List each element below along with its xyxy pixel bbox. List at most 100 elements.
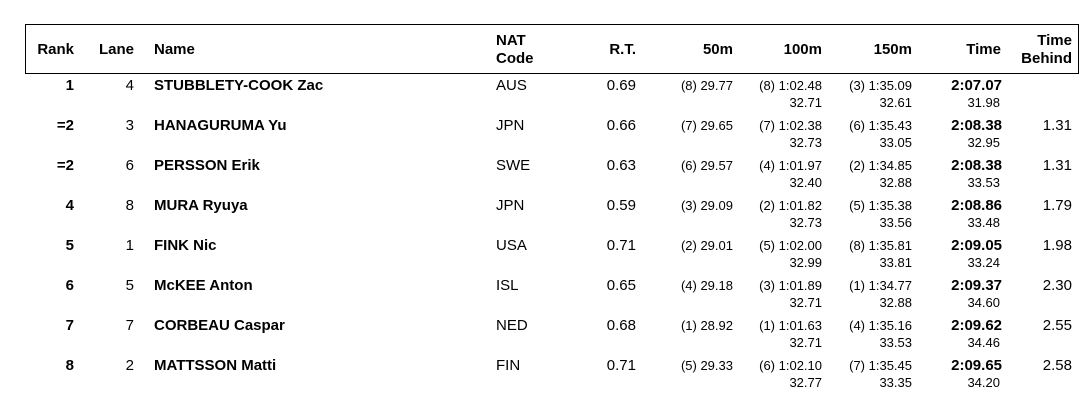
rank-cell: 5 — [65, 237, 74, 254]
s100-cell: (4) 1:01.97 — [759, 158, 822, 173]
s150-cell: (3) 1:35.09 — [849, 78, 912, 93]
s150-cell: (8) 1:35.81 — [849, 238, 912, 253]
s150-split-cell: 33.81 — [879, 255, 912, 270]
header-150m: 150m — [873, 41, 912, 58]
behind-cell: 1.98 — [1042, 237, 1072, 254]
rt-cell: 0.71 — [606, 357, 636, 374]
rt-cell: 0.71 — [606, 237, 636, 254]
name-cell: HANAGURUMA Yu — [154, 117, 287, 134]
time-cell: 2:09.62 — [951, 317, 1002, 334]
time-split-cell: 34.46 — [967, 335, 1000, 350]
header-rank: Rank — [37, 41, 74, 58]
time-split-cell: 34.60 — [967, 295, 1000, 310]
behind-cell: 1.31 — [1042, 117, 1072, 134]
s100-cell: (7) 1:02.38 — [759, 118, 822, 133]
header-behind: Time — [1037, 32, 1072, 49]
behind-cell: 2.30 — [1042, 277, 1072, 294]
name-cell: MURA Ryuya — [154, 197, 248, 214]
s150-split-cell: 33.05 — [879, 135, 912, 150]
s150-split-cell: 32.61 — [879, 95, 912, 110]
lane-cell: 2 — [125, 357, 134, 374]
time-cell: 2:08.38 — [951, 117, 1002, 134]
s150-cell: (1) 1:34.77 — [849, 278, 912, 293]
nat-cell: SWE — [496, 157, 531, 174]
header-50m: 50m — [702, 41, 733, 58]
s100-split-cell: 32.40 — [789, 175, 822, 190]
s100-cell: (2) 1:01.82 — [759, 198, 822, 213]
time-cell: 2:09.37 — [951, 277, 1002, 294]
nat-cell: FIN — [496, 357, 521, 374]
s150-split-cell: 32.88 — [879, 295, 912, 310]
s150-cell: (4) 1:35.16 — [849, 318, 912, 333]
s100-split-cell: 32.71 — [789, 95, 822, 110]
nat-cell: USA — [496, 237, 527, 254]
time-cell: 2:09.05 — [951, 237, 1002, 254]
s50-cell: (1) 28.92 — [680, 318, 733, 333]
time-cell: 2:07.07 — [951, 77, 1002, 94]
lane-cell: 5 — [125, 277, 134, 294]
s50-cell: (8) 29.77 — [680, 78, 733, 93]
behind-cell: 2.58 — [1042, 357, 1072, 374]
time-split-cell: 33.53 — [967, 175, 1000, 190]
s150-cell: (6) 1:35.43 — [849, 118, 912, 133]
rt-cell: 0.59 — [606, 197, 636, 214]
s100-cell: (6) 1:02.10 — [759, 358, 822, 373]
s100-split-cell: 32.71 — [789, 335, 822, 350]
s50-cell: (6) 29.57 — [680, 158, 733, 173]
name-cell: MATTSSON Matti — [154, 357, 277, 374]
s150-split-cell: 33.35 — [879, 375, 912, 390]
s50-cell: (2) 29.01 — [680, 238, 733, 253]
s100-cell: (5) 1:02.00 — [759, 238, 822, 253]
s50-cell: (5) 29.33 — [680, 358, 733, 373]
time-cell: 2:09.65 — [951, 357, 1002, 374]
s50-cell: (3) 29.09 — [680, 198, 733, 213]
header-rt: R.T. — [609, 41, 636, 58]
header-nat: NAT — [496, 32, 526, 49]
s100-split-cell: 32.71 — [789, 295, 822, 310]
time-split-cell: 31.98 — [967, 95, 1000, 110]
nat-cell: NED — [496, 317, 528, 334]
s100-cell: (1) 1:01.63 — [759, 318, 822, 333]
header-nat: Code — [496, 50, 534, 67]
rank-cell: 6 — [65, 277, 74, 294]
time-split-cell: 32.95 — [967, 135, 1000, 150]
name-cell: PERSSON Erik — [154, 157, 260, 174]
behind-cell: 1.31 — [1042, 157, 1072, 174]
time-split-cell: 33.24 — [967, 255, 1000, 270]
nat-cell: JPN — [496, 117, 525, 134]
rank-cell: =2 — [56, 117, 74, 134]
rank-cell: 1 — [65, 77, 74, 94]
s50-cell: (7) 29.65 — [680, 118, 733, 133]
rank-cell: 7 — [65, 317, 74, 334]
header-lane: Lane — [98, 41, 134, 58]
s100-cell: (8) 1:02.48 — [759, 78, 822, 93]
lane-cell: 7 — [125, 317, 134, 334]
s100-split-cell: 32.73 — [789, 135, 822, 150]
rank-cell: 8 — [65, 357, 74, 374]
s150-cell: (2) 1:34.85 — [849, 158, 912, 173]
header-name: Name — [154, 41, 195, 58]
s150-split-cell: 32.88 — [879, 175, 912, 190]
time-cell: 2:08.38 — [951, 157, 1002, 174]
s150-cell: (5) 1:35.38 — [849, 198, 912, 213]
nat-cell: AUS — [496, 77, 527, 94]
header-behind: Behind — [1021, 50, 1072, 67]
name-cell: STUBBLETY-COOK Zac — [154, 77, 324, 94]
header-100m: 100m — [783, 41, 822, 58]
lane-cell: 1 — [125, 237, 134, 254]
rt-cell: 0.63 — [606, 157, 636, 174]
nat-cell: ISL — [496, 277, 519, 294]
rt-cell: 0.68 — [606, 317, 636, 334]
s150-cell: (7) 1:35.45 — [849, 358, 912, 373]
header-box — [25, 24, 1079, 74]
name-cell: CORBEAU Caspar — [154, 317, 285, 334]
s100-split-cell: 32.73 — [789, 215, 822, 230]
time-split-cell: 33.48 — [967, 215, 1000, 230]
rt-cell: 0.69 — [606, 77, 636, 94]
nat-cell: JPN — [496, 197, 525, 214]
time-cell: 2:08.86 — [951, 197, 1002, 214]
s50-cell: (4) 29.18 — [680, 278, 733, 293]
behind-cell: 1.79 — [1042, 197, 1072, 214]
rt-cell: 0.65 — [606, 277, 636, 294]
